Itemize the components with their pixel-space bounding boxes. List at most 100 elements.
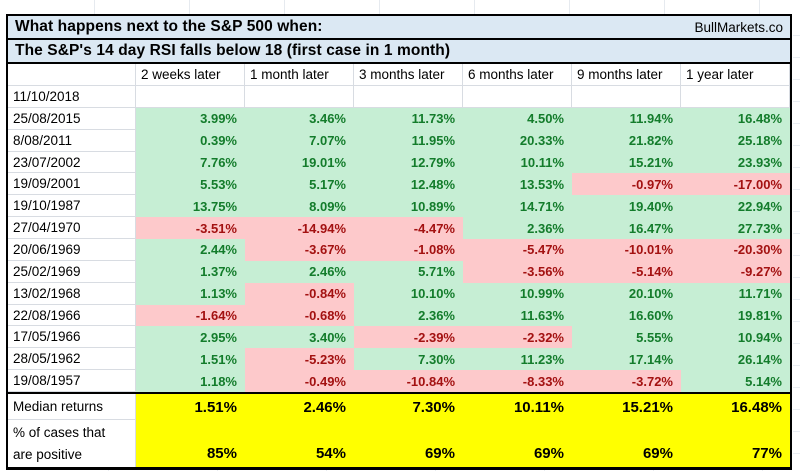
column-header[interactable]: 6 months later [463, 64, 572, 86]
return-cell[interactable]: 11.63% [463, 304, 572, 327]
return-cell[interactable]: -10.84% [354, 370, 463, 393]
return-cell[interactable]: 11.95% [354, 129, 463, 152]
return-cell[interactable]: 13.53% [463, 173, 572, 196]
return-cell[interactable]: -0.49% [245, 370, 354, 393]
return-cell[interactable]: -1.64% [136, 304, 245, 327]
return-cell[interactable]: 15.21% [572, 151, 681, 174]
return-cell[interactable] [681, 86, 790, 108]
return-cell[interactable]: -0.68% [245, 304, 354, 327]
return-cell[interactable]: 2.36% [354, 304, 463, 327]
column-header[interactable]: 9 months later [572, 64, 681, 86]
pct-positive-cell[interactable]: 69% [463, 420, 572, 467]
date-cell[interactable]: 11/10/2018 [8, 86, 136, 108]
return-cell[interactable]: 12.79% [354, 151, 463, 174]
return-cell[interactable]: -14.94% [245, 217, 354, 240]
return-cell[interactable]: -1.08% [354, 239, 463, 261]
return-cell[interactable]: -4.47% [354, 217, 463, 240]
date-cell[interactable]: 20/06/1969 [8, 239, 136, 261]
return-cell[interactable] [136, 86, 245, 108]
pct-positive-cell[interactable]: 69% [572, 420, 681, 467]
return-cell[interactable]: 19.81% [681, 304, 790, 327]
return-cell[interactable]: 5.55% [572, 326, 681, 349]
column-header[interactable]: 3 months later [354, 64, 463, 86]
return-cell[interactable]: 11.73% [354, 107, 463, 130]
median-value-cell[interactable]: 1.51% [136, 394, 245, 420]
return-cell[interactable]: 7.30% [354, 348, 463, 371]
return-cell[interactable]: 3.46% [245, 107, 354, 130]
date-cell[interactable]: 17/05/1966 [8, 326, 136, 349]
return-cell[interactable]: -8.33% [463, 370, 572, 393]
return-cell[interactable]: 16.47% [572, 217, 681, 240]
return-cell[interactable]: 11.94% [572, 107, 681, 130]
median-label[interactable]: Median returns [8, 394, 136, 420]
return-cell[interactable]: 8.09% [245, 195, 354, 218]
return-cell[interactable]: 0.39% [136, 129, 245, 152]
return-cell[interactable]: 25.18% [681, 129, 790, 152]
median-value-cell[interactable]: 2.46% [245, 394, 354, 420]
return-cell[interactable]: 11.23% [463, 348, 572, 371]
return-cell[interactable]: 7.76% [136, 151, 245, 174]
date-cell[interactable]: 13/02/1968 [8, 282, 136, 305]
return-cell[interactable]: 26.14% [681, 348, 790, 371]
pct-positive-cell[interactable]: 69% [354, 420, 463, 467]
date-cell[interactable]: 19/10/1987 [8, 195, 136, 218]
date-cell[interactable]: 8/08/2011 [8, 129, 136, 152]
corner-cell[interactable] [8, 64, 136, 86]
return-cell[interactable]: -3.72% [572, 370, 681, 393]
return-cell[interactable]: -9.27% [681, 260, 790, 283]
return-cell[interactable]: 3.99% [136, 107, 245, 130]
return-cell[interactable]: 10.89% [354, 195, 463, 218]
return-cell[interactable]: -2.32% [463, 326, 572, 349]
return-cell[interactable]: 17.14% [572, 348, 681, 371]
return-cell[interactable]: 5.14% [681, 370, 790, 393]
return-cell[interactable]: 20.10% [572, 282, 681, 305]
return-cell[interactable]: 5.17% [245, 173, 354, 196]
date-cell[interactable]: 28/05/1962 [8, 348, 136, 371]
return-cell[interactable]: -5.47% [463, 239, 572, 261]
return-cell[interactable]: 1.37% [136, 260, 245, 283]
return-cell[interactable]: 14.71% [463, 195, 572, 218]
return-cell[interactable]: 19.01% [245, 151, 354, 174]
median-value-cell[interactable]: 16.48% [681, 394, 790, 420]
date-cell[interactable]: 27/04/1970 [8, 217, 136, 240]
return-cell[interactable]: 5.71% [354, 260, 463, 283]
return-cell[interactable]: -5.23% [245, 348, 354, 371]
pct-positive-cell[interactable]: 85% [136, 420, 245, 467]
return-cell[interactable]: 16.60% [572, 304, 681, 327]
return-cell[interactable]: 23.93% [681, 151, 790, 174]
return-cell[interactable]: -10.01% [572, 239, 681, 261]
return-cell[interactable]: 10.11% [463, 151, 572, 174]
date-cell[interactable]: 25/08/2015 [8, 107, 136, 130]
return-cell[interactable]: 2.36% [463, 217, 572, 240]
return-cell[interactable]: -17.00% [681, 173, 790, 196]
title-box[interactable]: What happens next to the S&P 500 when: B… [6, 14, 792, 64]
pct-positive-cell[interactable]: 54% [245, 420, 354, 467]
return-cell[interactable]: 4.50% [463, 107, 572, 130]
median-value-cell[interactable]: 15.21% [572, 394, 681, 420]
column-header[interactable]: 1 month later [245, 64, 354, 86]
return-cell[interactable]: -2.39% [354, 326, 463, 349]
return-cell[interactable]: -3.51% [136, 217, 245, 240]
date-cell[interactable]: 25/02/1969 [8, 260, 136, 283]
return-cell[interactable]: -0.97% [572, 173, 681, 196]
return-cell[interactable] [463, 86, 572, 108]
return-cell[interactable]: 2.95% [136, 326, 245, 349]
date-cell[interactable]: 23/07/2002 [8, 151, 136, 174]
column-header[interactable]: 2 weeks later [136, 64, 245, 86]
pct-positive-label[interactable]: % of cases that are positive [8, 420, 136, 467]
return-cell[interactable]: 11.71% [681, 282, 790, 305]
return-cell[interactable]: 2.46% [245, 260, 354, 283]
date-cell[interactable]: 19/09/2001 [8, 173, 136, 196]
return-cell[interactable]: 10.99% [463, 282, 572, 305]
return-cell[interactable]: 5.53% [136, 173, 245, 196]
return-cell[interactable]: 12.48% [354, 173, 463, 196]
pct-positive-cell[interactable]: 77% [681, 420, 790, 467]
return-cell[interactable]: -0.84% [245, 282, 354, 305]
median-value-cell[interactable]: 10.11% [463, 394, 572, 420]
return-cell[interactable]: 20.33% [463, 129, 572, 152]
return-cell[interactable]: -3.56% [463, 260, 572, 283]
return-cell[interactable] [245, 86, 354, 108]
return-cell[interactable]: 27.73% [681, 217, 790, 240]
return-cell[interactable]: 7.07% [245, 129, 354, 152]
return-cell[interactable] [354, 86, 463, 108]
